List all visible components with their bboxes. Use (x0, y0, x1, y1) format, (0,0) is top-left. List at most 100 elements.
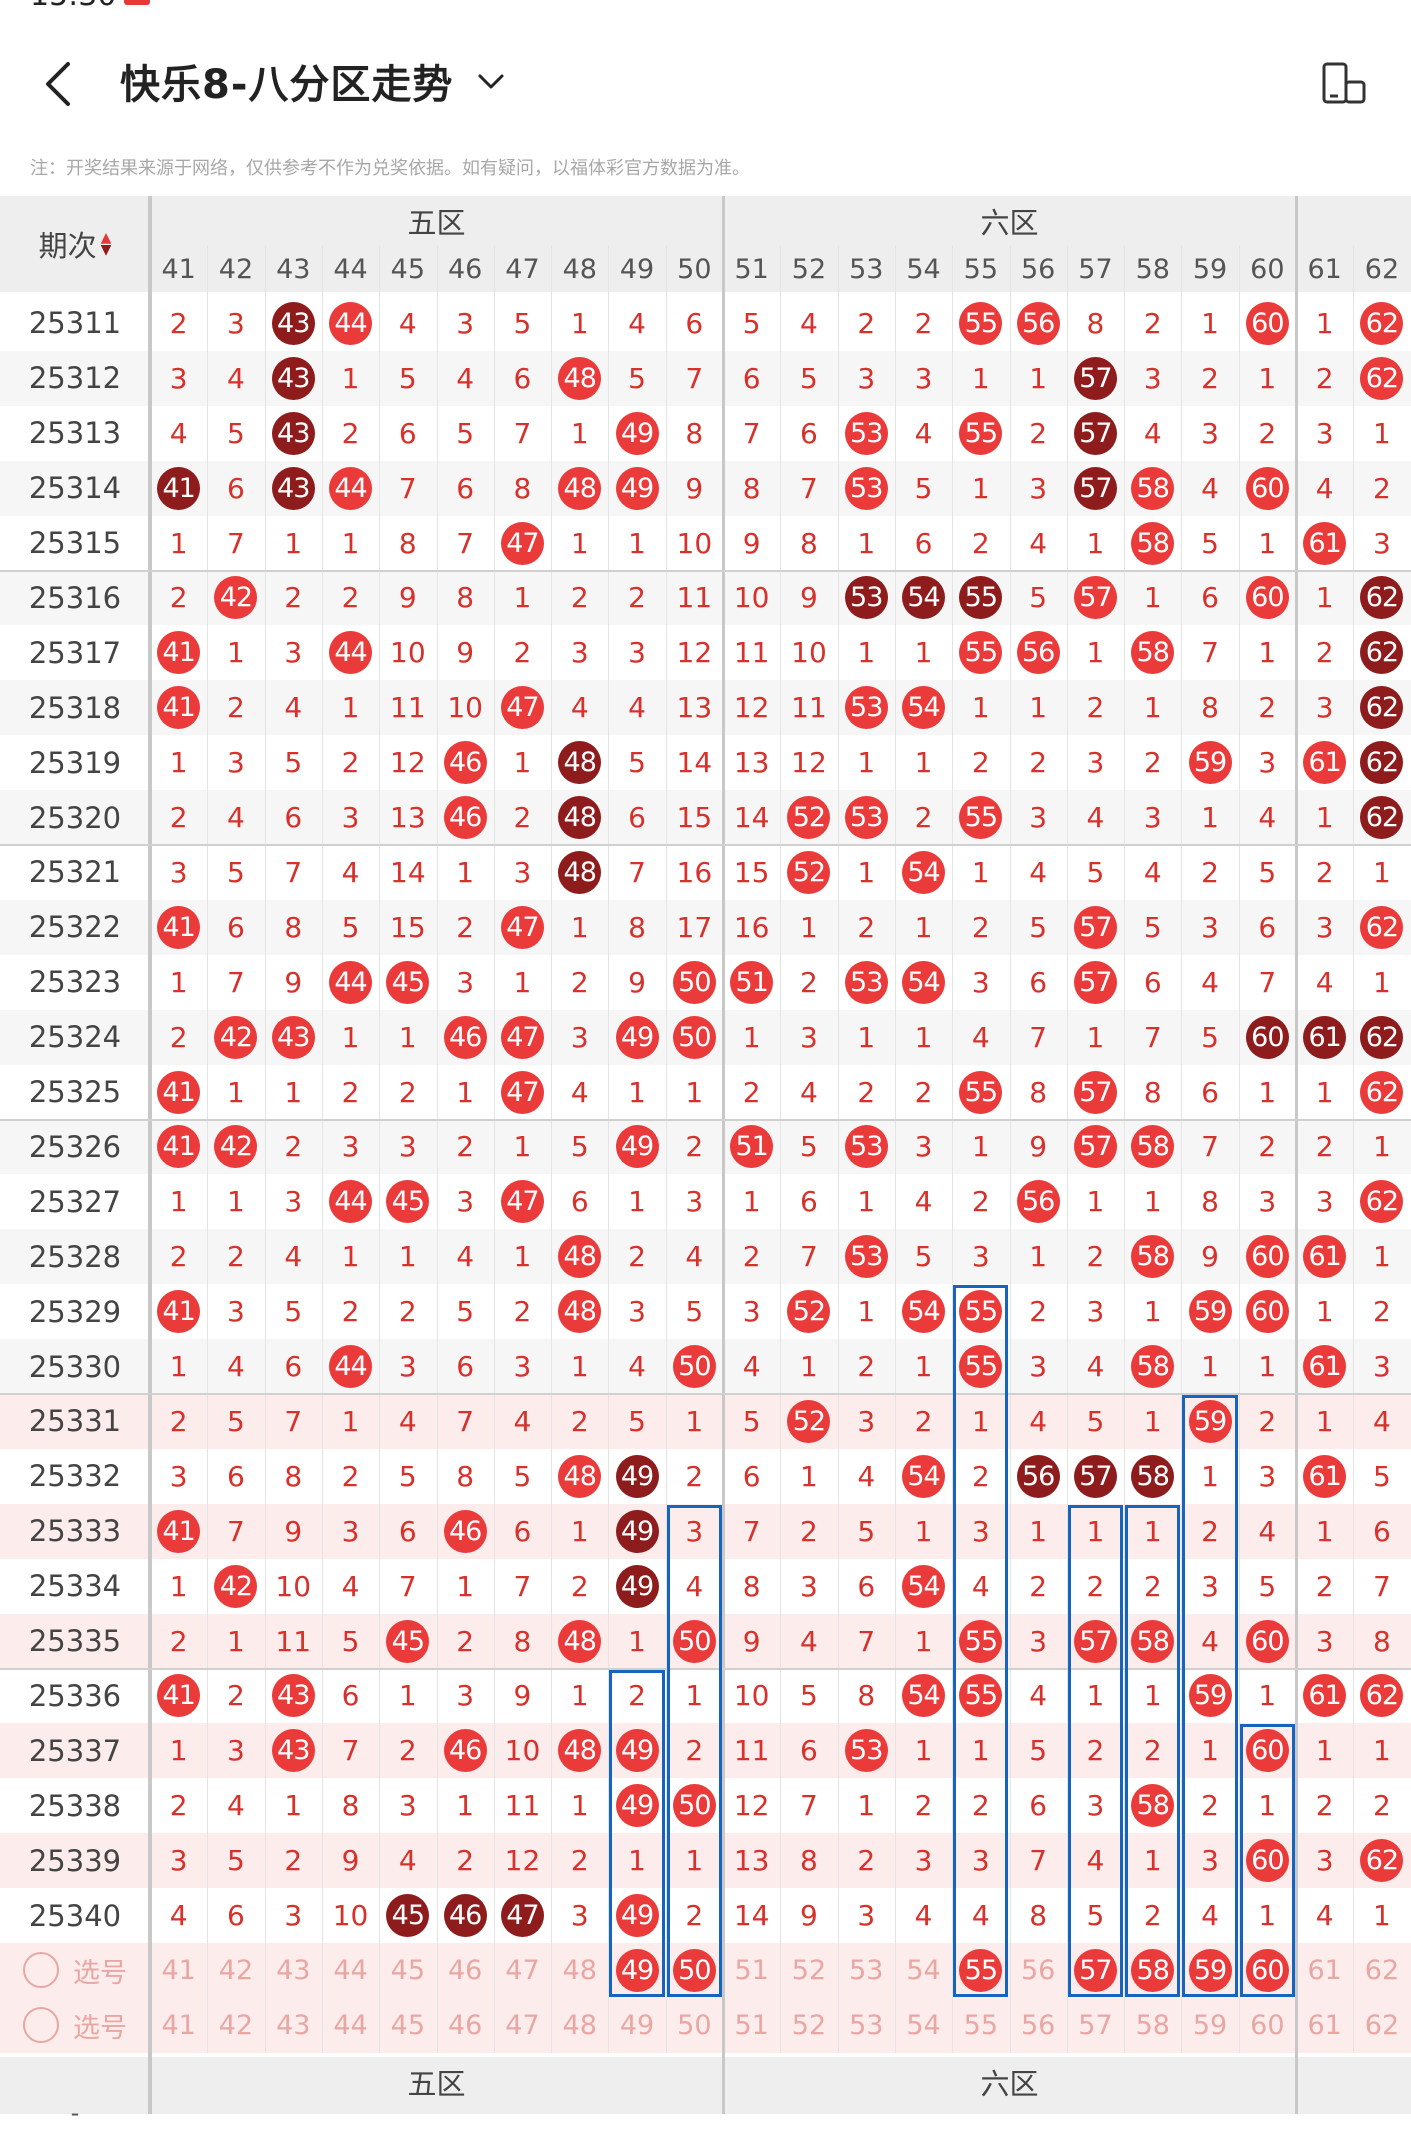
hit-ball: 49 (615, 1015, 659, 1059)
select-number-cell[interactable]: 59 (1181, 1943, 1238, 1998)
miss-count: 2 (857, 306, 876, 340)
number-cell: 5 (895, 1229, 952, 1284)
select-number-cell[interactable]: 43 (265, 1943, 322, 1998)
miss-count: 6 (227, 910, 245, 944)
number-cell: 5 (551, 1120, 608, 1175)
select-number-cell[interactable]: 50 (666, 1943, 723, 1998)
select-row-label[interactable]: 选号 (0, 1998, 150, 2053)
select-number-cell[interactable]: 45 (379, 1998, 436, 2053)
radio-circle-icon[interactable] (23, 2007, 59, 2044)
number-cell: 1 (150, 735, 207, 790)
period-header[interactable]: 期次 ▲ ▼ (0, 196, 150, 292)
number-cell: 47 (494, 1010, 551, 1065)
miss-count: 2 (341, 581, 360, 615)
select-number-cell[interactable]: 47 (494, 1943, 551, 1998)
miss-count: 9 (800, 581, 818, 615)
select-number-cell[interactable]: 60 (1239, 1943, 1296, 1998)
number-cell: 3 (1296, 680, 1353, 735)
select-number-cell[interactable]: 61 (1296, 1943, 1353, 1998)
select-number-cell[interactable]: 52 (780, 1943, 837, 1998)
select-number-cell[interactable]: 56 (1010, 1943, 1067, 1998)
miss-count: 7 (227, 965, 245, 999)
number-cell: 1 (895, 625, 952, 680)
number-cell: 4 (723, 1339, 780, 1394)
select-number-cell[interactable]: 47 (494, 1998, 551, 2053)
select-number-cell[interactable]: 53 (838, 1998, 895, 2053)
miss-count: 3 (456, 1679, 475, 1713)
number-cell: 5 (1124, 900, 1181, 955)
select-number-cell[interactable]: 46 (437, 1943, 494, 1998)
number-cell: 56 (1010, 625, 1067, 680)
rotate-screen-button[interactable] (1320, 62, 1368, 106)
hit-ball: 43 (271, 1015, 315, 1059)
miss-count: 2 (628, 1679, 646, 1713)
page-title[interactable]: 快乐8-八分区走势 (120, 62, 454, 108)
number-cell: 4 (1296, 461, 1353, 516)
select-number-cell[interactable]: 57 (1067, 1998, 1124, 2053)
miss-count: 7 (456, 1404, 475, 1438)
select-number-cell[interactable]: 58 (1124, 1943, 1181, 1998)
select-number-cell[interactable]: 54 (895, 1943, 952, 1998)
number-cell: 3 (1124, 790, 1181, 845)
title-dropdown-button[interactable] (474, 70, 508, 94)
number-cell: 57 (1067, 1120, 1124, 1175)
select-number-cell[interactable]: 56 (1010, 1998, 1067, 2053)
select-number-cell[interactable]: 55 (952, 1998, 1009, 2053)
number-cell: 3 (207, 296, 264, 351)
sort-updown-icon[interactable]: ▲ ▼ (100, 230, 112, 258)
number-cell: 3 (952, 1833, 1009, 1888)
hit-ball: 41 (157, 1125, 201, 1169)
select-number-cell[interactable]: 53 (838, 1943, 895, 1998)
select-number-cell[interactable]: 55 (952, 1943, 1009, 1998)
select-row-label[interactable]: 选号 (0, 1943, 150, 1998)
select-number-cell[interactable]: 42 (207, 1998, 264, 2053)
number-cell: 14 (723, 1888, 780, 1943)
select-number: 59 (1192, 2009, 1228, 2041)
number-cell: 54 (895, 680, 952, 735)
select-number-cell[interactable]: 42 (207, 1943, 264, 1998)
select-number-cell[interactable]: 61 (1296, 1998, 1353, 2053)
select-number-cell[interactable]: 41 (150, 1943, 207, 1998)
select-number-cell[interactable]: 57 (1067, 1943, 1124, 1998)
number-cell: 54 (895, 1559, 952, 1614)
back-button[interactable] (40, 54, 80, 114)
select-number-cell[interactable]: 43 (265, 1998, 322, 2053)
select-number-cell[interactable]: 58 (1124, 1998, 1181, 2053)
select-number-cell[interactable]: 52 (780, 1998, 837, 2053)
miss-count: 1 (169, 965, 188, 999)
miss-count: 10 (390, 636, 426, 670)
number-cell: 6 (494, 351, 551, 406)
select-number-cell[interactable]: 48 (551, 1943, 608, 1998)
select-number-cell[interactable]: 49 (608, 1998, 665, 2053)
miss-count: 3 (1201, 1569, 1219, 1603)
select-number-cell[interactable]: 51 (723, 1998, 780, 2053)
select-number-cell[interactable]: 41 (150, 1998, 207, 2053)
period-cell: 25325 (28, 1075, 122, 1110)
select-number-cell[interactable]: 44 (322, 1998, 379, 2053)
miss-count: 6 (628, 801, 646, 835)
select-number-cell[interactable]: 49 (608, 1943, 665, 1998)
miss-count: 3 (513, 855, 532, 889)
miss-count: 1 (284, 526, 303, 560)
select-number-cell[interactable]: 51 (723, 1943, 780, 1998)
radio-circle-icon[interactable] (23, 1952, 59, 1989)
select-number-cell[interactable]: 59 (1181, 1998, 1238, 2053)
number-cell: 3 (1296, 1614, 1353, 1669)
select-number-cell[interactable]: 50 (666, 1998, 723, 2053)
miss-count: 3 (456, 1185, 475, 1219)
number-cell: 7 (437, 1394, 494, 1449)
select-number-cell[interactable]: 62 (1353, 1943, 1410, 1998)
select-number-cell[interactable]: 54 (895, 1998, 952, 2053)
number-cell: 1 (322, 516, 379, 571)
select-number-cell[interactable]: 60 (1239, 1998, 1296, 2053)
hit-ball: 48 (558, 466, 602, 510)
select-number-cell[interactable]: 46 (437, 1998, 494, 2053)
number-cell: 6 (1181, 571, 1238, 626)
hit-ball: 46 (443, 1729, 487, 1773)
select-number-cell[interactable]: 48 (551, 1998, 608, 2053)
row-background (0, 1888, 1411, 1943)
select-number-cell[interactable]: 62 (1353, 1998, 1410, 2053)
select-number-cell[interactable]: 45 (379, 1943, 436, 1998)
number-cell: 2 (322, 1065, 379, 1120)
select-number-cell[interactable]: 44 (322, 1943, 379, 1998)
